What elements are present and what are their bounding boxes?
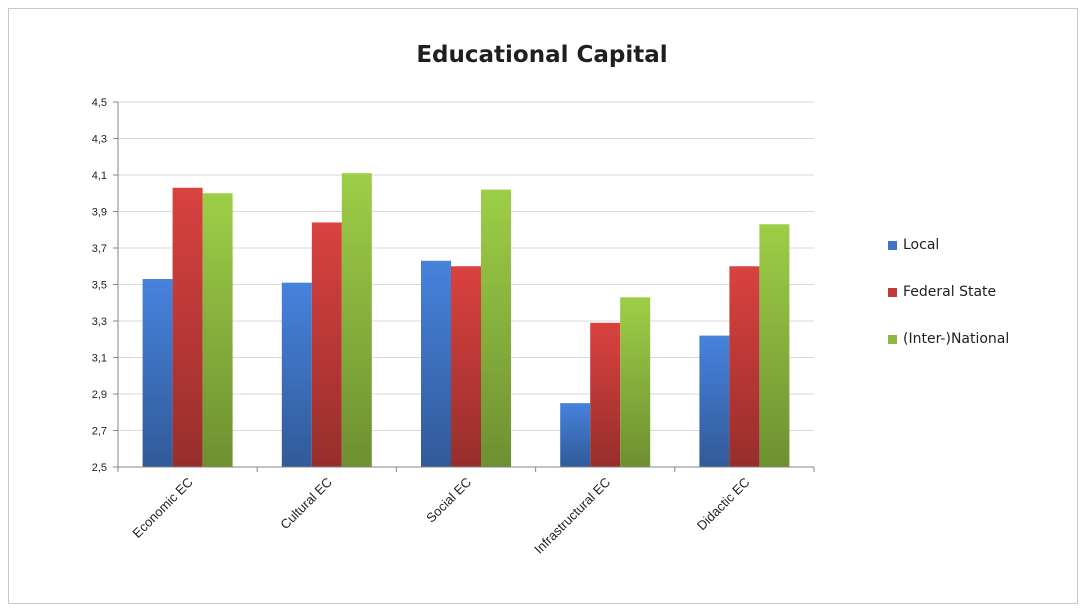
y-tick-label: 3,5 [92,280,107,292]
y-tick-label: 3,7 [92,243,107,255]
bar-cultural-ec-0 [281,282,312,467]
bar-economic-ec-2 [202,193,233,467]
legend-swatch [888,334,897,344]
chart-title: Educational Capital [416,42,668,68]
y-tick-label: 4,1 [92,170,107,182]
legend-item: Federal State [888,280,1009,304]
y-tick-label: 2,7 [92,426,107,438]
legend-label: (Inter-)National [903,331,1010,347]
bar-social-ec-0 [421,260,451,467]
bar-cultural-ec-1 [311,222,342,467]
legend-item: Local [888,233,1009,257]
y-tick-label: 3,1 [92,353,107,365]
bar-cultural-ec-2 [341,173,372,468]
y-tick-label: 3,9 [92,207,107,219]
bar-social-ec-1 [451,266,481,467]
x-tick-label: Economic EC [129,475,195,541]
y-tick-label: 4,5 [92,97,107,109]
bar-economic-ec-1 [172,187,203,467]
axes [113,101,815,472]
legend-swatch [888,287,897,297]
bar-economic-ec-0 [142,279,173,467]
x-tick-label: Social EC [423,475,474,526]
y-tick-label: 2,5 [92,462,107,474]
y-tick-label: 4,3 [92,134,107,146]
legend-swatch [888,240,897,250]
bar-infrastructural-ec-0 [560,403,591,467]
x-tick-label: Didactic EC [694,475,753,534]
bars [142,173,790,468]
legend: Local Federal State (Inter-)National [888,233,1009,374]
bar-didactic-ec-2 [759,224,790,467]
legend-item: (Inter-)National [888,327,1009,351]
legend-label: Federal State [903,284,997,300]
y-tick-label: 2,9 [92,389,107,401]
bar-infrastructural-ec-2 [620,297,651,467]
y-tick-label: 3,3 [92,316,107,328]
x-tick-label: Infrastructural EC [531,475,613,557]
bar-didactic-ec-0 [699,335,730,467]
bar-infrastructural-ec-1 [590,322,621,467]
x-tick-label: Cultural EC [277,475,335,533]
legend-label: Local [903,237,940,253]
bar-social-ec-2 [481,189,511,467]
bar-didactic-ec-1 [729,266,760,467]
